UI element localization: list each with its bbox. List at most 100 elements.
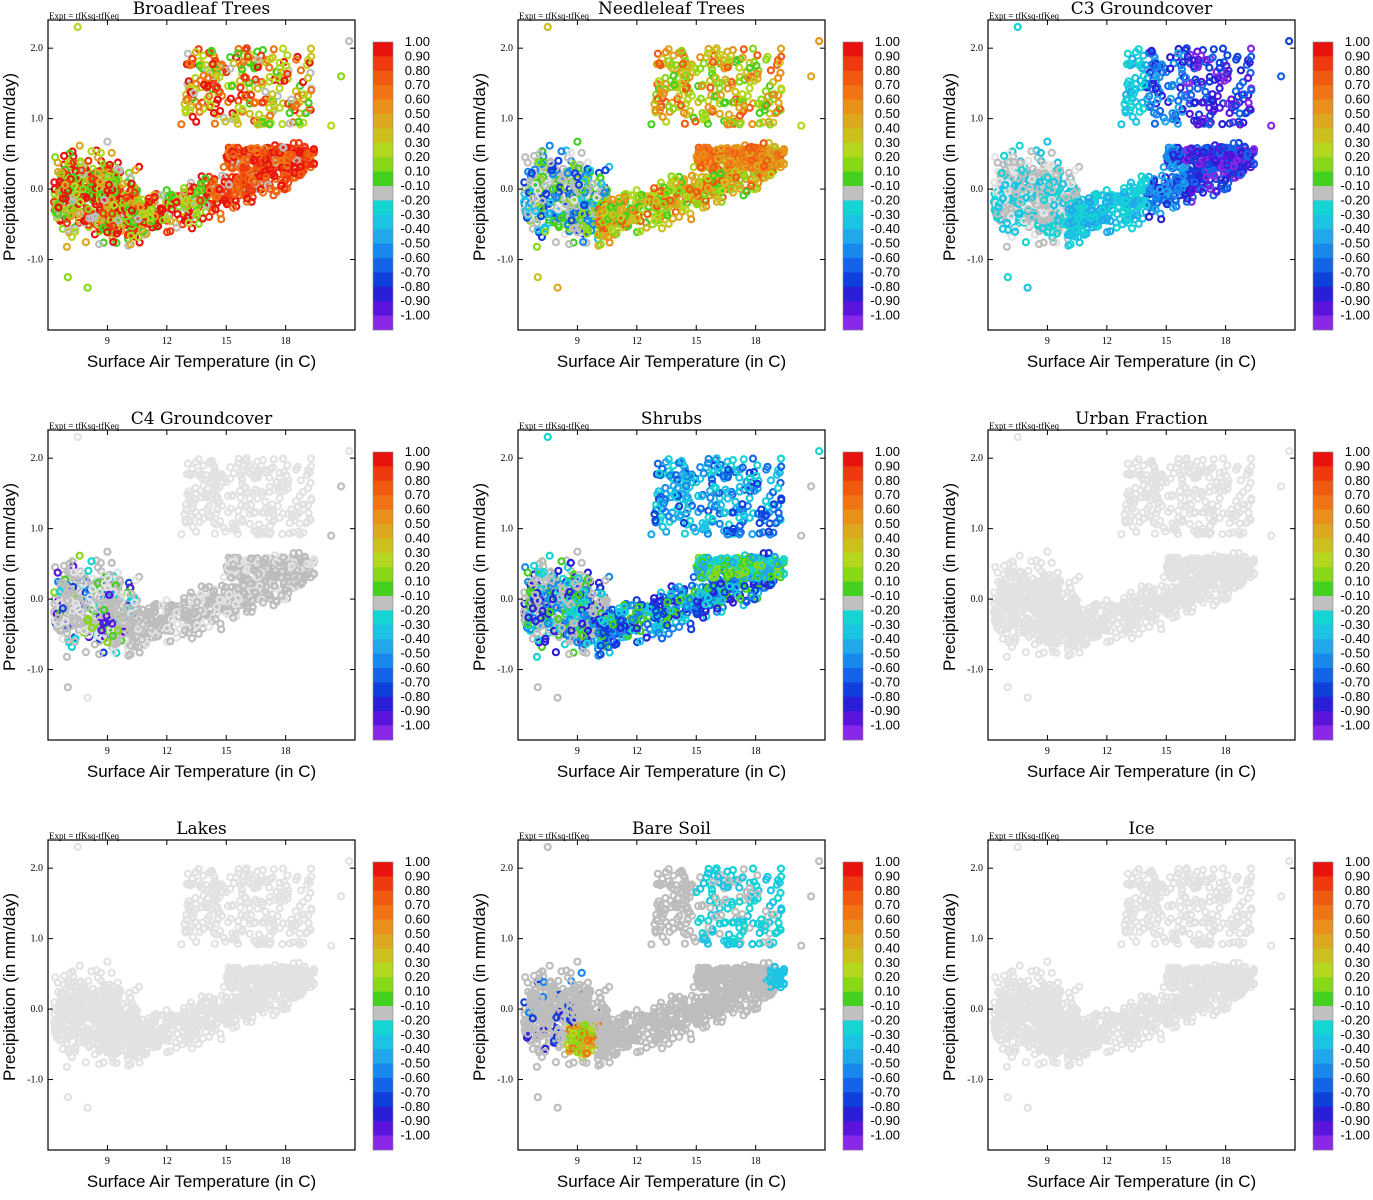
data-point [63,273,72,282]
data-point [278,119,287,129]
data-point [774,98,783,108]
data-point [1185,109,1194,119]
x-tick-label: 12 [162,336,172,347]
y-tick-label: 0.0 [971,184,984,195]
x-tick-label: 9 [575,336,580,347]
data-point [674,212,684,221]
colorbar-label: -0.90 [870,293,900,308]
data-point [87,213,97,222]
data-point [180,99,189,109]
data-point [107,209,117,218]
colorbar-swatch [373,56,393,72]
data-point [285,108,294,118]
data-point [529,151,539,160]
data-point [753,51,762,60]
colorbar-label: 0.10 [1345,164,1370,179]
colorbar-swatch [1313,128,1333,144]
data-point [723,84,732,93]
data-point [1002,242,1012,251]
data-point [73,22,82,32]
data-point [1047,148,1056,157]
data-point [1036,148,1045,157]
data-point [993,158,1002,167]
data-point [545,141,554,150]
y-axis-label: Precipitation (in mm/day) [470,73,489,261]
data-point [234,103,243,112]
data-point [258,98,267,107]
data-point [205,212,214,221]
data-point [1176,83,1185,92]
colorbar-label: -1.00 [1340,308,1370,323]
x-axis-label: Surface Air Temperature (in C) [1027,352,1256,371]
data-point [265,63,274,72]
x-tick-label: 15 [221,336,231,347]
data-point [1222,61,1231,70]
data-point [1225,108,1234,118]
data-point [664,102,673,111]
data-point [307,86,316,95]
data-point [76,197,85,207]
data-point [706,83,715,92]
data-point [61,207,70,216]
data-point [999,151,1009,160]
data-point [62,218,72,228]
data-point [251,98,260,107]
data-point [650,99,659,109]
data-point [1212,187,1221,196]
data-point [1113,210,1122,219]
data-point [814,36,824,46]
data-point [543,22,552,32]
data-point [1141,61,1151,70]
data-point [70,181,79,190]
data-point [773,73,783,83]
data-point [68,196,77,206]
colorbar-label: 0.80 [875,63,900,78]
data-point [748,44,758,53]
data-point [1013,22,1022,32]
data-point [738,90,747,99]
data-point [1027,147,1036,156]
data-point [1120,99,1129,109]
data-point [119,199,128,208]
panel-title: C3 Groundcover [1071,0,1213,19]
data-point [1186,169,1196,178]
data-point [237,65,247,74]
data-point [275,84,284,93]
colorbar-label: -0.10 [870,178,900,193]
data-point [731,87,740,96]
x-tick-label: 18 [281,336,291,347]
y-tick-label: 1.0 [501,114,514,125]
colorbar-swatch [843,85,863,100]
data-point [735,63,744,72]
y-tick-label: 2.0 [971,43,984,54]
data-point [226,64,235,73]
data-point [307,52,316,61]
colorbar-swatch [843,171,863,187]
data-point [716,169,726,178]
data-point [1166,64,1175,73]
data-point [96,190,105,199]
data-point [707,65,717,74]
data-point [1166,163,1176,172]
data-point [1003,273,1012,282]
data-point [669,51,678,60]
data-point [680,119,690,128]
data-point [194,219,203,228]
data-point [735,77,744,86]
data-point [1208,90,1217,99]
colorbar-swatch [373,301,393,316]
data-point [57,169,66,178]
data-point [109,201,119,210]
colorbar-label: -0.50 [400,236,430,251]
data-point [1166,94,1175,103]
colorbar-swatch [373,85,393,100]
colorbar-swatch [1313,186,1333,201]
data-point [735,111,745,120]
data-point [253,84,262,93]
data-point [766,66,776,75]
data-point [1117,120,1126,129]
data-point [306,44,316,53]
data-point [1267,121,1276,130]
data-point [739,45,748,54]
